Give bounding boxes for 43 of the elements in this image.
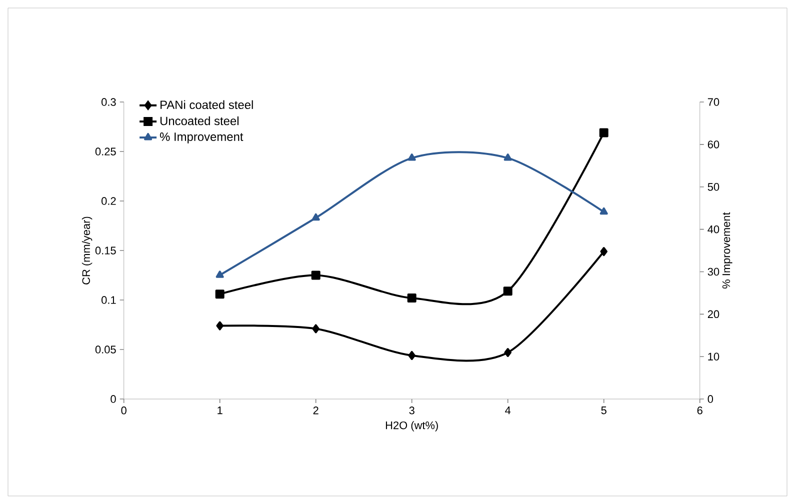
point: [312, 324, 320, 334]
x-tick-label: 5: [601, 406, 606, 414]
y2-tick-label: 10: [708, 352, 720, 360]
x-tick-label: 6: [697, 406, 702, 414]
point: [600, 247, 608, 256]
x-tick-label: 0: [121, 406, 126, 414]
y2-tick-label: 30: [708, 268, 720, 276]
y2-tick-label: 0: [708, 395, 714, 403]
point: [408, 350, 416, 360]
point: [504, 154, 512, 161]
y-tick-label: 0.25: [95, 148, 116, 156]
y2-tick-label: 60: [708, 140, 720, 148]
x-tick-label: 2: [313, 406, 318, 414]
point: [600, 207, 608, 215]
y-tick-label: 0.2: [102, 197, 116, 205]
y-axis-title: CR (mm/year): [82, 216, 92, 284]
point: [215, 290, 224, 299]
point: [312, 213, 320, 221]
y2-tick-label: 40: [708, 225, 720, 234]
point: [408, 154, 416, 161]
y2-axis-title: % Improvement: [722, 212, 732, 289]
point: [216, 270, 224, 278]
point: [311, 270, 320, 280]
legend-label: PANi coated steel: [160, 100, 253, 110]
y2-tick-label: 20: [708, 310, 720, 318]
x-axis-title: H2O (wt%): [386, 421, 438, 432]
point: [504, 348, 512, 357]
point: [599, 128, 608, 138]
y-tick-label: 0: [110, 395, 116, 403]
legend-label: % Improvement: [160, 132, 244, 144]
legend-label: Uncoated steel: [160, 116, 238, 126]
y2-tick-label: 50: [708, 183, 720, 191]
point: [503, 286, 512, 296]
y-tick-label: 0.1: [102, 296, 116, 304]
point: [216, 321, 224, 330]
y-tick-label: 0.05: [95, 346, 116, 354]
y-tick-label: 0.3: [102, 98, 116, 106]
x-tick-label: 1: [218, 406, 222, 414]
x-tick-label: 4: [505, 406, 511, 414]
y-tick-label: 0.15: [95, 246, 116, 254]
y2-tick-label: 70: [708, 98, 720, 106]
point: [407, 294, 416, 303]
x-tick-label: 3: [409, 406, 414, 414]
